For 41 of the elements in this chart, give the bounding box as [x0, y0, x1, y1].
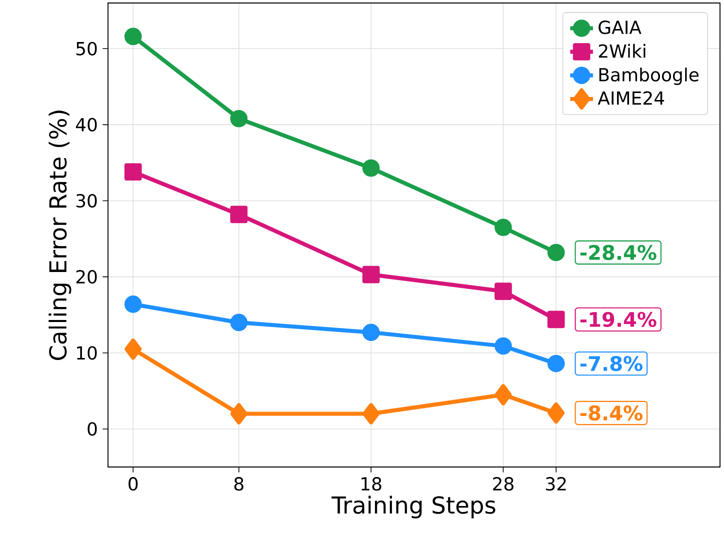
y-tick-label: 40	[76, 118, 97, 132]
y-tick-label: 20	[76, 270, 97, 284]
x-tick-label: 18	[362, 477, 382, 491]
x-tick-label: 0	[128, 477, 138, 491]
point	[230, 206, 248, 224]
y-tick-label: 30	[76, 194, 97, 208]
legend-label: 2Wiki	[598, 44, 646, 58]
annotation: -19.4%	[580, 312, 656, 328]
point	[547, 354, 565, 372]
point	[124, 338, 142, 360]
legend-label: AIME24	[598, 91, 664, 105]
point	[362, 403, 380, 424]
point	[494, 384, 512, 406]
point	[547, 310, 565, 328]
y-tick-label: 10	[77, 346, 97, 360]
point	[124, 296, 142, 313]
x-tick-label: 8	[234, 477, 244, 491]
point	[494, 337, 512, 355]
y-tick-label: 0	[88, 422, 97, 436]
point	[124, 163, 142, 181]
y-axis-title: Calling Error Rate (%)	[48, 110, 72, 360]
point	[230, 110, 248, 128]
point	[230, 403, 248, 424]
point	[548, 402, 565, 424]
annotation: -7.8%	[580, 356, 642, 372]
point	[494, 218, 512, 236]
point	[362, 324, 380, 342]
point	[547, 244, 565, 262]
point	[230, 314, 248, 332]
annotation: -28.4%	[580, 244, 656, 260]
x-tick-label: 28	[493, 477, 514, 491]
y-tick-label: 50	[76, 42, 97, 56]
point	[362, 159, 380, 177]
x-axis-title: Training Steps	[332, 496, 496, 518]
legend-label: Bamboogle	[599, 68, 699, 86]
legend-label: GAIA	[598, 20, 642, 34]
point	[124, 28, 142, 46]
annotation: -8.4%	[580, 405, 642, 421]
x-tick-label: 32	[546, 477, 566, 491]
point	[494, 282, 512, 300]
point	[362, 266, 380, 284]
